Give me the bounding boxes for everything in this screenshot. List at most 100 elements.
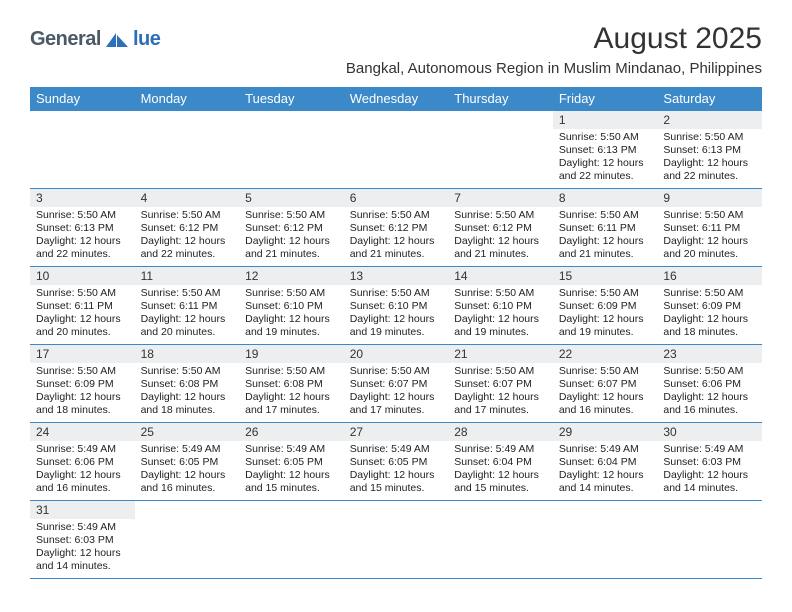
cell-body: Sunrise: 5:50 AMSunset: 6:13 PMDaylight:…: [657, 129, 762, 188]
day-number: 31: [30, 501, 135, 519]
day-number: 25: [135, 423, 240, 441]
cell-body: Sunrise: 5:50 AMSunset: 6:06 PMDaylight:…: [657, 363, 762, 422]
calendar-cell: [448, 501, 553, 579]
cell-sunset: Sunset: 6:06 PM: [663, 378, 756, 391]
calendar-week-row: 3Sunrise: 5:50 AMSunset: 6:13 PMDaylight…: [30, 189, 762, 267]
cell-body: Sunrise: 5:50 AMSunset: 6:13 PMDaylight:…: [553, 129, 658, 188]
calendar-cell: 19Sunrise: 5:50 AMSunset: 6:08 PMDayligh…: [239, 345, 344, 423]
calendar-cell: 28Sunrise: 5:49 AMSunset: 6:04 PMDayligh…: [448, 423, 553, 501]
cell-daylight: Daylight: 12 hours and 19 minutes.: [245, 313, 338, 339]
cell-body: Sunrise: 5:50 AMSunset: 6:10 PMDaylight:…: [344, 285, 449, 344]
cell-sunset: Sunset: 6:13 PM: [559, 144, 652, 157]
cell-body: Sunrise: 5:50 AMSunset: 6:13 PMDaylight:…: [30, 207, 135, 266]
day-number: 10: [30, 267, 135, 285]
calendar-cell: [135, 111, 240, 189]
cell-daylight: Daylight: 12 hours and 18 minutes.: [36, 391, 129, 417]
calendar-cell: 17Sunrise: 5:50 AMSunset: 6:09 PMDayligh…: [30, 345, 135, 423]
cell-daylight: Daylight: 12 hours and 21 minutes.: [245, 235, 338, 261]
cell-body: Sunrise: 5:50 AMSunset: 6:08 PMDaylight:…: [239, 363, 344, 422]
day-number: 14: [448, 267, 553, 285]
cell-sunrise: Sunrise: 5:50 AM: [559, 209, 652, 222]
calendar-cell: 12Sunrise: 5:50 AMSunset: 6:10 PMDayligh…: [239, 267, 344, 345]
day-number: 29: [553, 423, 658, 441]
cell-sunset: Sunset: 6:08 PM: [245, 378, 338, 391]
day-number: [135, 501, 240, 504]
cell-body: Sunrise: 5:50 AMSunset: 6:07 PMDaylight:…: [344, 363, 449, 422]
cell-body: Sunrise: 5:50 AMSunset: 6:11 PMDaylight:…: [30, 285, 135, 344]
calendar-cell: 22Sunrise: 5:50 AMSunset: 6:07 PMDayligh…: [553, 345, 658, 423]
cell-sunset: Sunset: 6:10 PM: [245, 300, 338, 313]
weekday-header: Friday: [553, 87, 658, 111]
cell-sunset: Sunset: 6:12 PM: [141, 222, 234, 235]
cell-sunset: Sunset: 6:03 PM: [36, 534, 129, 547]
day-number: 2: [657, 111, 762, 129]
cell-body: Sunrise: 5:49 AMSunset: 6:05 PMDaylight:…: [135, 441, 240, 500]
cell-sunrise: Sunrise: 5:50 AM: [36, 287, 129, 300]
day-number: [344, 501, 449, 504]
day-number: 11: [135, 267, 240, 285]
day-number: 27: [344, 423, 449, 441]
day-number: [448, 501, 553, 504]
cell-sunrise: Sunrise: 5:49 AM: [454, 443, 547, 456]
calendar-cell: [657, 501, 762, 579]
cell-daylight: Daylight: 12 hours and 15 minutes.: [245, 469, 338, 495]
cell-sunrise: Sunrise: 5:50 AM: [36, 209, 129, 222]
calendar-cell: 6Sunrise: 5:50 AMSunset: 6:12 PMDaylight…: [344, 189, 449, 267]
calendar-cell: [135, 501, 240, 579]
calendar-cell: 18Sunrise: 5:50 AMSunset: 6:08 PMDayligh…: [135, 345, 240, 423]
cell-body: Sunrise: 5:50 AMSunset: 6:11 PMDaylight:…: [657, 207, 762, 266]
calendar-cell: 8Sunrise: 5:50 AMSunset: 6:11 PMDaylight…: [553, 189, 658, 267]
location-subtitle: Bangkal, Autonomous Region in Muslim Min…: [346, 60, 762, 77]
cell-sunrise: Sunrise: 5:49 AM: [36, 521, 129, 534]
day-number: 18: [135, 345, 240, 363]
calendar-week-row: 1Sunrise: 5:50 AMSunset: 6:13 PMDaylight…: [30, 111, 762, 189]
calendar-cell: 20Sunrise: 5:50 AMSunset: 6:07 PMDayligh…: [344, 345, 449, 423]
calendar-cell: 4Sunrise: 5:50 AMSunset: 6:12 PMDaylight…: [135, 189, 240, 267]
cell-daylight: Daylight: 12 hours and 16 minutes.: [141, 469, 234, 495]
cell-body: Sunrise: 5:49 AMSunset: 6:03 PMDaylight:…: [30, 519, 135, 578]
cell-sunset: Sunset: 6:04 PM: [454, 456, 547, 469]
cell-sunset: Sunset: 6:08 PM: [141, 378, 234, 391]
cell-body: Sunrise: 5:50 AMSunset: 6:09 PMDaylight:…: [30, 363, 135, 422]
day-number: 15: [553, 267, 658, 285]
cell-daylight: Daylight: 12 hours and 15 minutes.: [454, 469, 547, 495]
cell-sunset: Sunset: 6:03 PM: [663, 456, 756, 469]
cell-sunrise: Sunrise: 5:50 AM: [350, 209, 443, 222]
cell-daylight: Daylight: 12 hours and 20 minutes.: [141, 313, 234, 339]
cell-sunrise: Sunrise: 5:50 AM: [245, 209, 338, 222]
calendar-cell: [239, 111, 344, 189]
day-number: [448, 111, 553, 114]
logo: General lue: [30, 28, 160, 51]
cell-daylight: Daylight: 12 hours and 16 minutes.: [36, 469, 129, 495]
cell-sunset: Sunset: 6:12 PM: [350, 222, 443, 235]
day-number: 8: [553, 189, 658, 207]
cell-body: Sunrise: 5:50 AMSunset: 6:10 PMDaylight:…: [239, 285, 344, 344]
day-number: [30, 111, 135, 114]
cell-daylight: Daylight: 12 hours and 19 minutes.: [454, 313, 547, 339]
day-number: 23: [657, 345, 762, 363]
cell-sunset: Sunset: 6:06 PM: [36, 456, 129, 469]
cell-sunset: Sunset: 6:10 PM: [454, 300, 547, 313]
day-number: 3: [30, 189, 135, 207]
weekday-header: Saturday: [657, 87, 762, 111]
calendar-cell: 2Sunrise: 5:50 AMSunset: 6:13 PMDaylight…: [657, 111, 762, 189]
cell-sunrise: Sunrise: 5:50 AM: [663, 209, 756, 222]
day-number: 6: [344, 189, 449, 207]
cell-sunrise: Sunrise: 5:50 AM: [141, 287, 234, 300]
cell-sunrise: Sunrise: 5:49 AM: [141, 443, 234, 456]
weekday-header: Wednesday: [344, 87, 449, 111]
weekday-header: Tuesday: [239, 87, 344, 111]
logo-sail-icon: [104, 31, 130, 49]
calendar-table: Sunday Monday Tuesday Wednesday Thursday…: [30, 87, 762, 579]
calendar-cell: [448, 111, 553, 189]
cell-sunrise: Sunrise: 5:50 AM: [663, 365, 756, 378]
cell-sunrise: Sunrise: 5:49 AM: [350, 443, 443, 456]
cell-daylight: Daylight: 12 hours and 18 minutes.: [663, 313, 756, 339]
cell-sunrise: Sunrise: 5:49 AM: [663, 443, 756, 456]
cell-body: Sunrise: 5:50 AMSunset: 6:10 PMDaylight:…: [448, 285, 553, 344]
day-number: [239, 111, 344, 114]
day-number: [239, 501, 344, 504]
cell-daylight: Daylight: 12 hours and 16 minutes.: [663, 391, 756, 417]
cell-daylight: Daylight: 12 hours and 20 minutes.: [663, 235, 756, 261]
calendar-cell: [344, 501, 449, 579]
